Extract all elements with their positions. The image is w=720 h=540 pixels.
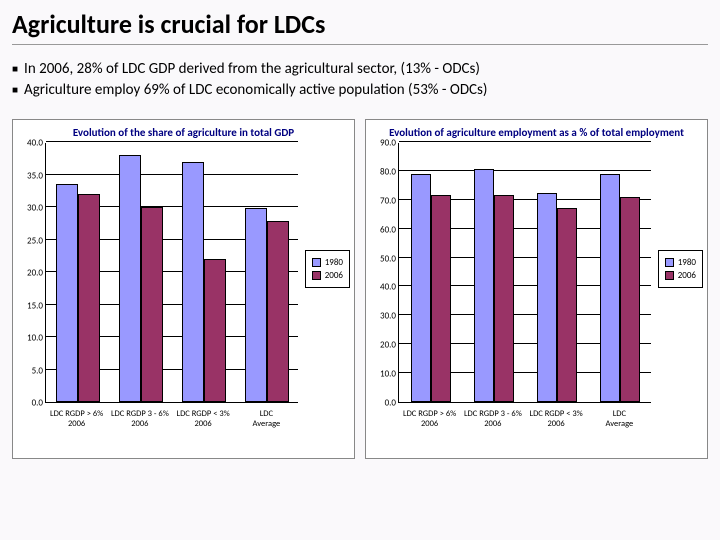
legend-swatch [665, 271, 674, 280]
x-tick-label: LDC RGDP < 3%2006 [172, 403, 235, 429]
bar [267, 221, 289, 402]
bar [431, 195, 451, 402]
x-axis: LDC RGDP > 6%2006LDC RGDP 3 - 6%2006LDC … [13, 403, 298, 429]
legend-label: 2006 [325, 270, 343, 281]
bar-group [235, 143, 298, 402]
bar-group [399, 143, 462, 402]
bar [245, 208, 267, 402]
chart-title: Evolution of agriculture employment as a… [366, 120, 707, 143]
y-tick-label: 30.0 [27, 203, 43, 214]
chart-title: Evolution of the share of agriculture in… [13, 120, 354, 143]
bar-group [46, 143, 109, 402]
bar [411, 174, 431, 402]
bar [78, 194, 100, 402]
y-tick-label: 10.0 [27, 333, 43, 344]
bar [474, 169, 494, 402]
bullet-list: ■ In 2006, 28% of LDC GDP derived from th… [12, 59, 708, 101]
bullet-text: Agriculture employ 69% of LDC economical… [24, 80, 487, 101]
y-tick-label: 5.0 [32, 365, 43, 376]
bullet-marker: ■ [12, 62, 18, 83]
bar [182, 162, 204, 403]
y-tick-label: 0.0 [385, 398, 396, 409]
legend-label: 1980 [325, 257, 343, 268]
y-tick-label: 40.0 [380, 282, 396, 293]
legend: 1980 2006 [305, 250, 350, 288]
bar [494, 195, 514, 402]
x-axis: LDC RGDP > 6%2006LDC RGDP 3 - 6%2006LDC … [366, 403, 651, 429]
y-tick-label: 60.0 [380, 224, 396, 235]
y-tick-label: 40.0 [27, 138, 43, 149]
y-tick-label: 25.0 [27, 235, 43, 246]
bar [204, 259, 226, 402]
chart-gdp-share: Evolution of the share of agriculture in… [12, 119, 355, 459]
y-tick-label: 70.0 [380, 195, 396, 206]
y-tick-label: 0.0 [32, 398, 43, 409]
charts-container: Evolution of the share of agriculture in… [12, 119, 708, 459]
bar [537, 193, 557, 402]
y-tick-label: 15.0 [27, 300, 43, 311]
bullet-marker: ■ [12, 83, 18, 104]
y-tick-label: 20.0 [27, 268, 43, 279]
y-tick-label: 35.0 [27, 170, 43, 181]
bar-group [588, 143, 651, 402]
bar-group [109, 143, 172, 402]
x-tick-label: LDC RGDP 3 - 6%2006 [108, 403, 171, 429]
bar-group [525, 143, 588, 402]
legend-label: 2006 [678, 270, 696, 281]
legend: 1980 2006 [658, 250, 703, 288]
x-tick-label: LDCAverage [235, 403, 298, 429]
x-tick-label: LDC RGDP 3 - 6%2006 [461, 403, 524, 429]
legend-swatch [665, 258, 674, 267]
bar [141, 207, 163, 402]
x-tick-label: LDC RGDP > 6%2006 [398, 403, 461, 429]
bar [56, 184, 78, 402]
y-tick-label: 10.0 [380, 369, 396, 380]
bullet-text: In 2006, 28% of LDC GDP derived from the… [24, 59, 480, 80]
bar-group [172, 143, 235, 402]
y-tick-label: 80.0 [380, 166, 396, 177]
y-tick-label: 30.0 [380, 311, 396, 322]
bar [557, 208, 577, 402]
bar-group [462, 143, 525, 402]
legend-swatch [312, 258, 321, 267]
y-tick-label: 90.0 [380, 138, 396, 149]
bar [600, 174, 620, 402]
x-tick-label: LDC RGDP > 6%2006 [45, 403, 108, 429]
gridline [46, 141, 298, 142]
bar [620, 197, 640, 402]
x-tick-label: LDCAverage [588, 403, 651, 429]
chart-employment: Evolution of agriculture employment as a… [365, 119, 708, 459]
bar [119, 155, 141, 402]
gridline [399, 141, 651, 142]
x-tick-label: LDC RGDP < 3%2006 [525, 403, 588, 429]
y-tick-label: 50.0 [380, 253, 396, 264]
page-title: Agriculture is crucial for LDCs [12, 8, 708, 45]
y-tick-label: 20.0 [380, 340, 396, 351]
legend-label: 1980 [678, 257, 696, 268]
legend-swatch [312, 271, 321, 280]
